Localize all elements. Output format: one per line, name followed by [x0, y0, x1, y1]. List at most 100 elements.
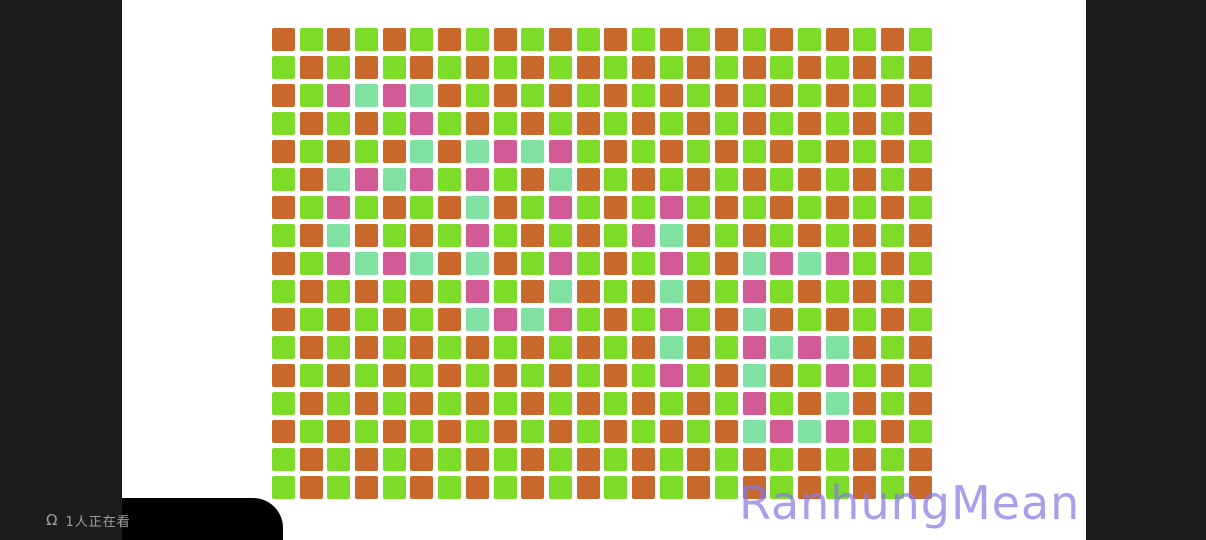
- orange-tile: [410, 56, 434, 79]
- green-tile: [438, 280, 462, 303]
- green-tile: [438, 336, 462, 359]
- green-tile: [548, 448, 572, 471]
- orange-tile: [521, 112, 545, 135]
- orange-tile: [742, 112, 766, 135]
- green-tile: [299, 28, 323, 51]
- orange-tile: [604, 364, 628, 387]
- green-tile: [742, 28, 766, 51]
- green-tile: [299, 252, 323, 275]
- green-tile: [659, 476, 683, 499]
- green-tile: [327, 112, 351, 135]
- orange-tile: [604, 308, 628, 331]
- green-tile: [881, 476, 905, 499]
- green-tile: [715, 112, 738, 135]
- green-tile: [908, 420, 932, 443]
- viewer-count-badge: Ω 1人正在看: [46, 511, 131, 531]
- orange-tile: [493, 420, 517, 443]
- orange-tile: [825, 84, 849, 107]
- green-tile: [548, 112, 572, 135]
- orange-tile: [299, 112, 323, 135]
- green-tile: [604, 336, 628, 359]
- orange-tile: [908, 448, 932, 471]
- orange-tile: [853, 392, 877, 415]
- pink-highlight-tile: [659, 308, 683, 331]
- pink-highlight-tile: [659, 364, 683, 387]
- green-tile: [438, 112, 462, 135]
- orange-tile: [604, 84, 628, 107]
- orange-tile: [798, 280, 822, 303]
- green-tile: [908, 252, 932, 275]
- green-tile: [715, 168, 738, 191]
- orange-tile: [742, 168, 766, 191]
- mint-highlight-tile: [355, 84, 379, 107]
- orange-tile: [687, 56, 711, 79]
- green-tile: [327, 280, 351, 303]
- orange-tile: [576, 392, 600, 415]
- orange-tile: [299, 392, 323, 415]
- orange-tile: [798, 224, 822, 247]
- green-tile: [272, 224, 295, 247]
- orange-tile: [548, 420, 572, 443]
- green-tile: [881, 224, 905, 247]
- pink-highlight-tile: [327, 252, 351, 275]
- green-tile: [798, 308, 822, 331]
- green-tile: [299, 308, 323, 331]
- green-tile: [825, 112, 849, 135]
- orange-tile: [382, 364, 406, 387]
- mint-highlight-tile: [410, 140, 434, 163]
- green-tile: [770, 168, 794, 191]
- pink-highlight-tile: [410, 168, 434, 191]
- pink-highlight-tile: [382, 252, 406, 275]
- orange-tile: [272, 28, 295, 51]
- orange-tile: [465, 392, 489, 415]
- green-tile: [825, 280, 849, 303]
- green-tile: [770, 280, 794, 303]
- orange-tile: [327, 308, 351, 331]
- orange-tile: [355, 336, 379, 359]
- orange-tile: [355, 280, 379, 303]
- green-tile: [438, 448, 462, 471]
- orange-tile: [687, 280, 711, 303]
- green-tile: [576, 308, 600, 331]
- orange-tile: [576, 448, 600, 471]
- orange-tile: [521, 168, 545, 191]
- orange-tile: [438, 420, 462, 443]
- pink-highlight-tile: [631, 224, 655, 247]
- mint-highlight-tile: [327, 168, 351, 191]
- green-tile: [631, 84, 655, 107]
- orange-tile: [687, 336, 711, 359]
- green-tile: [465, 364, 489, 387]
- green-tile: [908, 84, 932, 107]
- green-tile: [382, 476, 406, 499]
- green-tile: [299, 196, 323, 219]
- orange-tile: [631, 448, 655, 471]
- green-tile: [355, 364, 379, 387]
- orange-tile: [715, 196, 738, 219]
- green-tile: [521, 252, 545, 275]
- green-tile: [825, 224, 849, 247]
- mint-highlight-tile: [465, 196, 489, 219]
- green-tile: [299, 420, 323, 443]
- green-tile: [299, 84, 323, 107]
- orange-tile: [493, 252, 517, 275]
- pink-highlight-tile: [548, 196, 572, 219]
- green-tile: [521, 84, 545, 107]
- orange-tile: [908, 392, 932, 415]
- orange-tile: [687, 448, 711, 471]
- pink-highlight-tile: [770, 420, 794, 443]
- orange-tile: [576, 280, 600, 303]
- orange-tile: [604, 196, 628, 219]
- green-tile: [770, 224, 794, 247]
- green-tile: [631, 420, 655, 443]
- orange-tile: [881, 196, 905, 219]
- orange-tile: [825, 308, 849, 331]
- green-tile: [770, 56, 794, 79]
- orange-tile: [438, 140, 462, 163]
- orange-tile: [493, 28, 517, 51]
- green-tile: [853, 196, 877, 219]
- green-tile: [327, 336, 351, 359]
- orange-tile: [631, 280, 655, 303]
- green-tile: [327, 476, 351, 499]
- orange-tile: [521, 280, 545, 303]
- orange-tile: [299, 224, 323, 247]
